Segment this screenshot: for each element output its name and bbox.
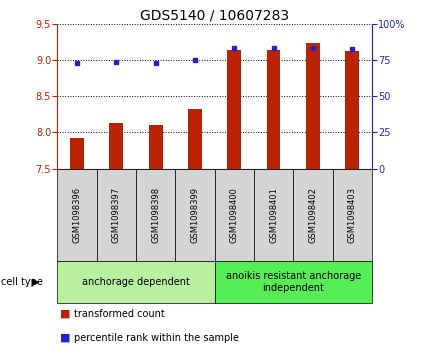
Text: ■: ■: [60, 309, 70, 319]
Text: anoikis resistant anchorage
independent: anoikis resistant anchorage independent: [226, 272, 361, 293]
Text: GSM1098396: GSM1098396: [73, 187, 82, 243]
Bar: [306, 43, 320, 169]
Text: anchorage dependent: anchorage dependent: [82, 277, 190, 287]
Text: GSM1098402: GSM1098402: [309, 187, 317, 243]
Text: ■: ■: [60, 333, 70, 343]
Bar: [267, 50, 280, 169]
Bar: [149, 125, 162, 169]
Text: GSM1098397: GSM1098397: [112, 187, 121, 243]
Text: GSM1098398: GSM1098398: [151, 187, 160, 243]
Text: GSM1098401: GSM1098401: [269, 187, 278, 243]
Title: GDS5140 / 10607283: GDS5140 / 10607283: [140, 8, 289, 23]
Text: transformed count: transformed count: [74, 309, 165, 319]
Bar: [346, 51, 359, 169]
Text: GSM1098399: GSM1098399: [190, 187, 199, 243]
Text: GSM1098400: GSM1098400: [230, 187, 239, 243]
Bar: [110, 123, 123, 169]
Text: percentile rank within the sample: percentile rank within the sample: [74, 333, 239, 343]
Text: ▶: ▶: [31, 277, 39, 287]
Bar: [188, 109, 202, 169]
Bar: [70, 138, 84, 169]
Text: cell type: cell type: [1, 277, 43, 287]
Bar: [227, 50, 241, 169]
Text: GSM1098403: GSM1098403: [348, 187, 357, 243]
